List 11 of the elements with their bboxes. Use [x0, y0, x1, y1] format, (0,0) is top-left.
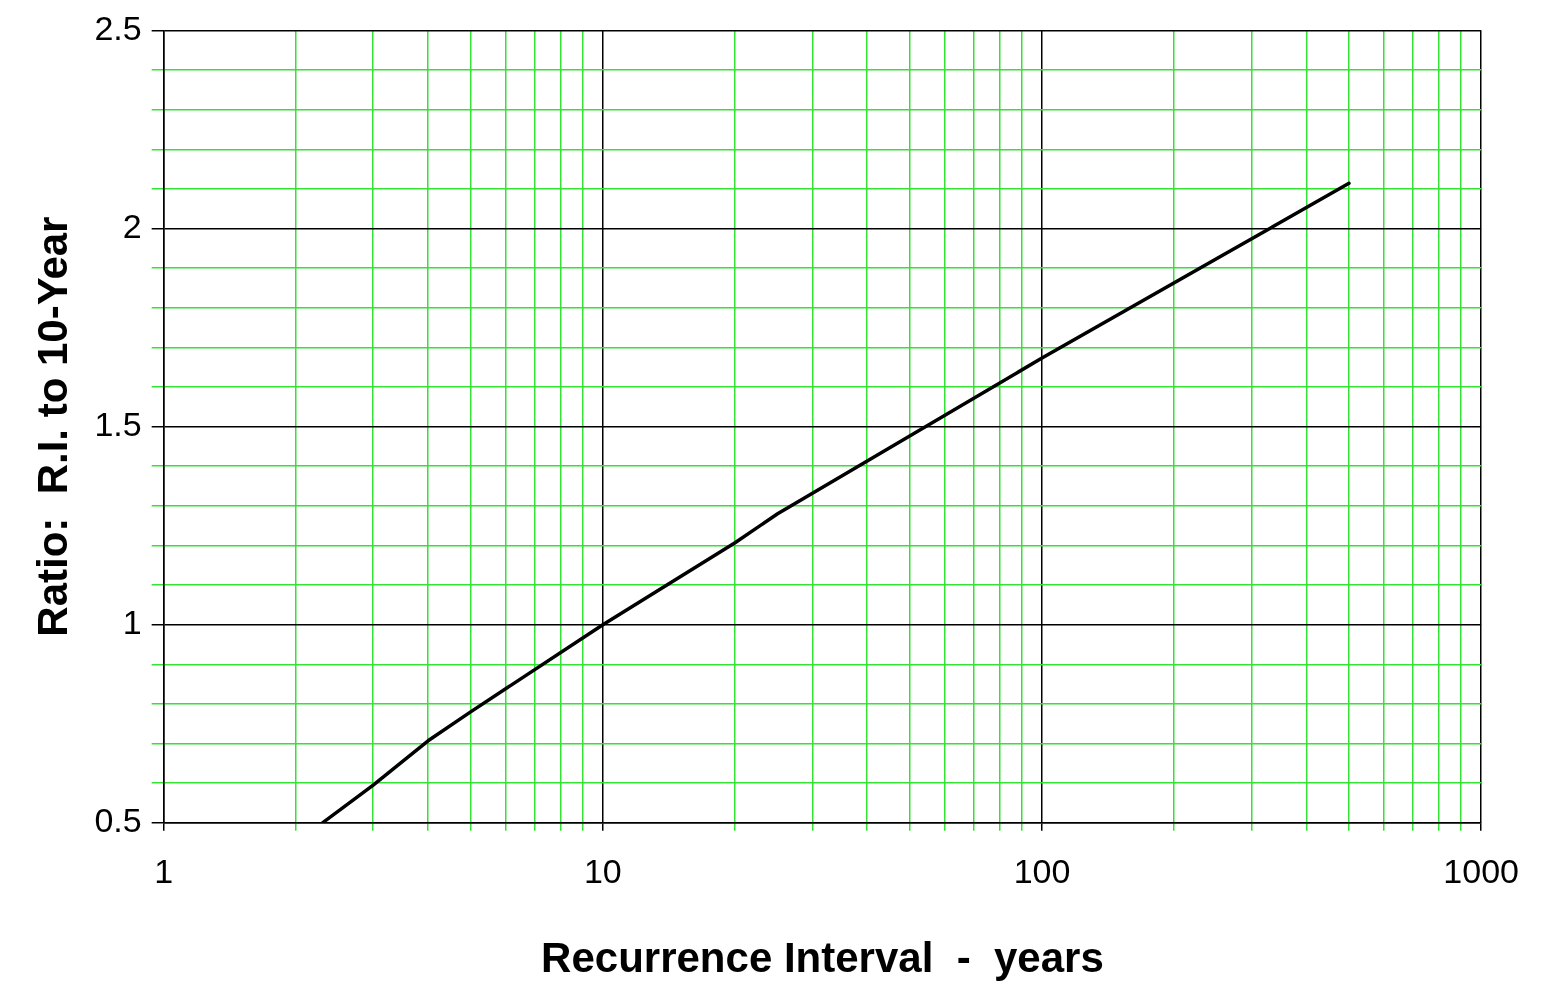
y-tick-label: 2 [122, 206, 142, 245]
x-axis-title: Recurrence Interval - years [541, 934, 1104, 982]
x-tick-label: 100 [1013, 851, 1071, 890]
x-tick-label: 1 [154, 851, 174, 890]
y-tick-label: 1.5 [94, 404, 142, 443]
x-tick-label: 10 [583, 851, 622, 890]
y-axis-title: Ratio: R.I. to 10-Year [28, 216, 76, 637]
y-tick-label: 0.5 [94, 801, 142, 840]
y-tick-label: 1 [122, 603, 142, 642]
x-tick-label: 1000 [1443, 851, 1519, 890]
y-tick-label: 2.5 [94, 8, 142, 47]
